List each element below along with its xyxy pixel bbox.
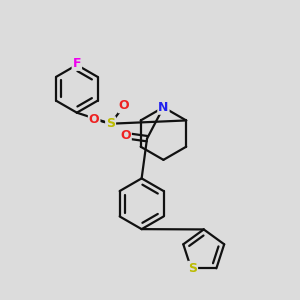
Text: O: O: [119, 99, 129, 112]
Text: S: S: [188, 262, 197, 275]
Text: S: S: [106, 117, 115, 130]
Text: F: F: [73, 57, 81, 70]
Text: O: O: [120, 129, 131, 142]
Text: N: N: [158, 101, 169, 114]
Text: O: O: [89, 113, 100, 126]
